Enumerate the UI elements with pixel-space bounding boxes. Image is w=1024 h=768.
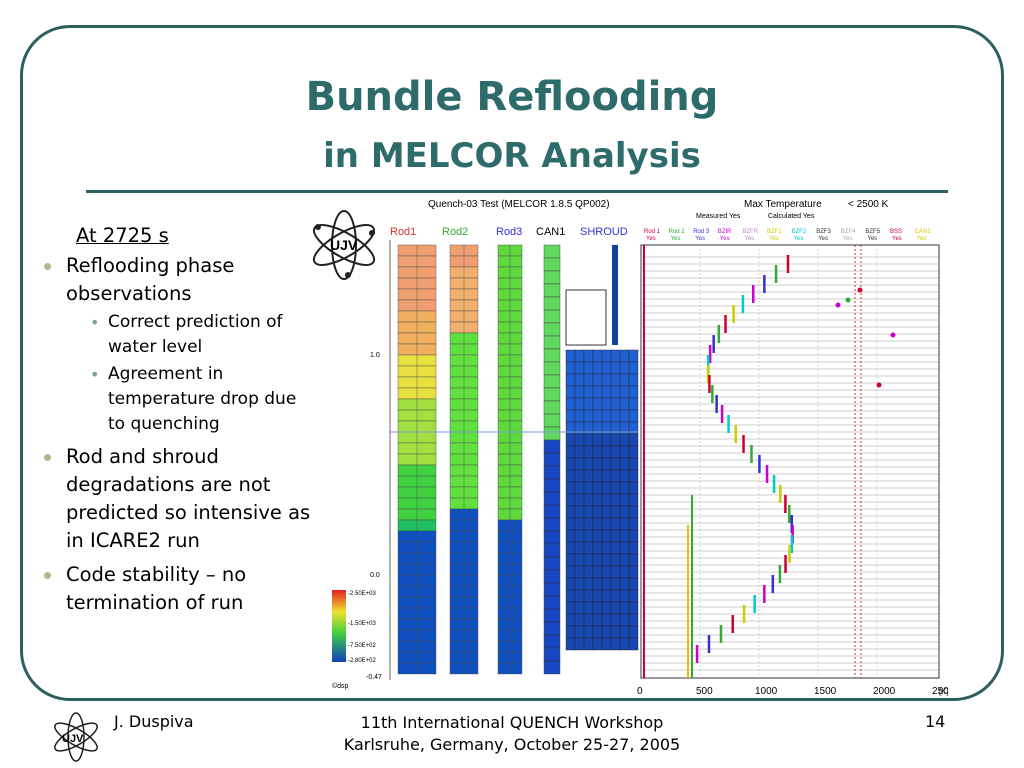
- colorbar-tick: -2.50E+03: [348, 591, 377, 597]
- legend-entry: Rod 3: [693, 229, 710, 235]
- shroud-column: [565, 245, 639, 651]
- legend-yes: Yes: [892, 236, 902, 242]
- y-tick: -0.47: [366, 674, 382, 681]
- colorbar-tick: -2.80E+02: [348, 658, 377, 664]
- ujv-logo-icon: [312, 210, 376, 280]
- legend-entry: BZF1: [767, 229, 782, 235]
- legend-yes: Yes: [744, 236, 754, 242]
- footer-logo-icon: UJV: [54, 712, 98, 762]
- slide-title: Bundle Reflooding: [305, 74, 719, 120]
- x-tick: 2500: [932, 686, 948, 697]
- legend-entry: Rod 2: [669, 229, 686, 235]
- legend-entry: BZIR: [718, 229, 732, 235]
- x-tick: 1000: [755, 686, 778, 697]
- sub-bullet-item: • Correct prediction of water level: [44, 310, 314, 360]
- x-tick: 0: [637, 686, 643, 697]
- bullet-item: Reflooding phase observations: [44, 252, 314, 308]
- max-temp-label: Max Temperature: [744, 199, 822, 210]
- sub-bullet-item: • Agreement in temperature drop due to q…: [44, 362, 314, 437]
- x-tick: 1500: [814, 686, 837, 697]
- sub-bullet-text: Agreement in temperature drop due to que…: [108, 364, 297, 434]
- column-label-rod1: Rod1: [390, 226, 416, 238]
- sub-bullet-icon: •: [90, 365, 100, 384]
- melcor-figure: UJV Quench-03 Test (MELCOR 1.8.5 QP002) …: [312, 199, 948, 697]
- calculated-label: Calculated Yes: [768, 213, 815, 220]
- title-rule: [86, 190, 948, 193]
- legend-yes: Yes: [646, 236, 656, 242]
- legend-yes: Yes: [818, 236, 828, 242]
- x-unit: [K]: [939, 687, 948, 696]
- legend-entry: Rod 1: [644, 229, 661, 235]
- bullet-item: Code stability – no termination of run: [44, 561, 314, 617]
- colorbar-tick: -1.50E+03: [348, 621, 377, 627]
- y-tick: 1.0: [370, 352, 380, 359]
- slide-frame: [20, 25, 1004, 701]
- measured-label: Measured Yes: [696, 213, 741, 220]
- legend-entry: BZF4: [841, 229, 856, 235]
- time-heading: At 2725 s: [76, 224, 169, 247]
- slide-subtitle: in MELCOR Analysis: [323, 136, 701, 176]
- column-label-rod2: Rod2: [442, 226, 468, 238]
- legend-yes: Yes: [794, 236, 804, 242]
- footer-author: J. Duspiva: [114, 712, 194, 731]
- legend-entry: CAN1: [915, 229, 932, 235]
- legend-yes: Yes: [671, 236, 681, 242]
- figure-header: Quench-03 Test (MELCOR 1.8.5 QP002): [428, 199, 610, 210]
- legend-yes: Yes: [843, 236, 853, 242]
- legend-entry: BZFR: [742, 229, 758, 235]
- footer-logo-text: UJV: [62, 733, 84, 745]
- bullet-text: Reflooding phase observations: [66, 254, 235, 305]
- legend-yes: Yes: [917, 236, 927, 242]
- legend-entry: BZF5: [865, 229, 880, 235]
- rod-column: [397, 244, 437, 675]
- column-label-rod3: Rod3: [496, 226, 522, 238]
- rod-columns: [397, 244, 639, 675]
- bullet-text: Rod and shroud degradations are not pred…: [66, 445, 311, 552]
- bullet-dot-icon: [44, 263, 51, 270]
- limit-label: < 2500 K: [848, 199, 889, 210]
- legend-entry: BZF2: [792, 229, 807, 235]
- legend-yes: Yes: [695, 236, 705, 242]
- copyright-label: ©dsp: [332, 682, 349, 690]
- logo-text: UJV: [330, 237, 358, 253]
- can1-column: [543, 244, 561, 675]
- bullet-dot-icon: [44, 572, 51, 579]
- legend-entry: BSS: [890, 229, 902, 235]
- sub-bullet-text: Correct prediction of water level: [108, 312, 283, 357]
- legend-yes: Yes: [867, 236, 877, 242]
- bullet-dot-icon: [44, 454, 51, 461]
- legend-yes: Yes: [720, 236, 730, 242]
- x-tick: 2000: [873, 686, 896, 697]
- x-tick: 500: [696, 686, 713, 697]
- footer-event: 11th International QUENCH Workshop Karls…: [300, 712, 724, 756]
- colorbar-tick: -7.50E+02: [348, 643, 377, 649]
- rod-column: [449, 244, 479, 675]
- sub-bullet-icon: •: [90, 313, 100, 332]
- legend-entry: BZF3: [816, 229, 831, 235]
- bullet-list: At 2725 s Reflooding phase observations …: [44, 222, 314, 617]
- rod-column: [497, 244, 523, 675]
- colorbar: -2.50E+03 -1.50E+03 -7.50E+02 -2.80E+02 …: [332, 590, 377, 690]
- footer-event-line1: 11th International QUENCH Workshop: [360, 713, 664, 732]
- page-number: 14: [925, 712, 946, 731]
- y-tick: 0.0: [370, 572, 380, 579]
- column-label-can1: CAN1: [536, 226, 565, 238]
- column-label-shroud: SHROUD: [580, 226, 628, 238]
- legend-yes: Yes: [769, 236, 779, 242]
- bullet-item: Rod and shroud degradations are not pred…: [44, 443, 314, 555]
- footer-event-line2: Karlsruhe, Germany, October 25-27, 2005: [343, 735, 681, 754]
- bullet-text: Code stability – no termination of run: [66, 563, 247, 614]
